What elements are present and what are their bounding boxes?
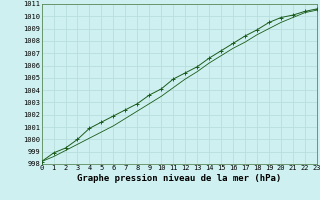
X-axis label: Graphe pression niveau de la mer (hPa): Graphe pression niveau de la mer (hPa) — [77, 174, 281, 183]
